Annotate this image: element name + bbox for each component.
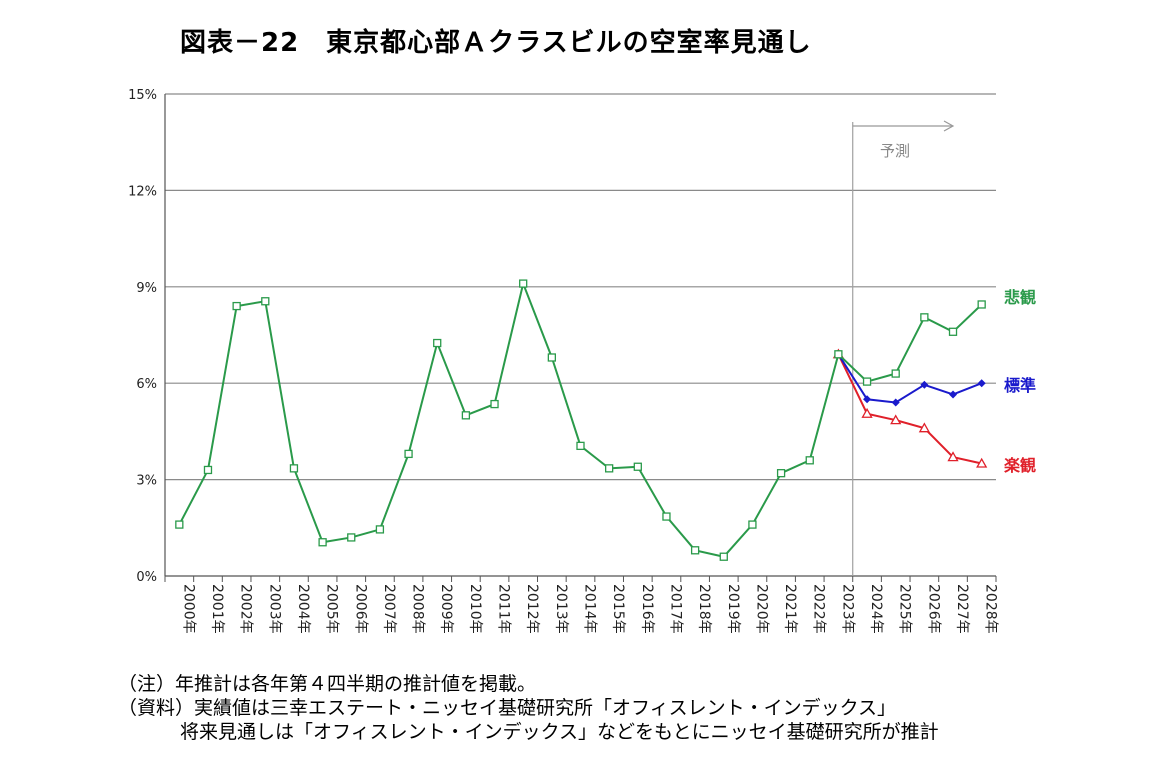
x-tick-label: 2017年 (667, 584, 683, 634)
data-point (461, 411, 471, 420)
data-point (920, 313, 929, 322)
forecast-label: 予測 (880, 142, 910, 160)
data-point (203, 465, 213, 475)
series-line (837, 353, 982, 465)
series-label: 標準 (1004, 376, 1036, 395)
data-point (605, 464, 614, 473)
x-tick-label: 2009年 (438, 584, 454, 634)
data-point (289, 464, 299, 473)
axes: 0% 3% 6% 9% 12% 15% 2000年 2001年 2002年 2003年 2004年 2… (128, 88, 999, 634)
note-line: （資料）実績値は三幸エステート・ニッセイ基礎研究所「オフィスレント・インデックス… (118, 697, 897, 719)
forecast-arrowhead (943, 120, 955, 132)
x-tick-label: 2007年 (381, 584, 397, 634)
data-point (977, 300, 986, 309)
x-tick-label: 2019年 (725, 584, 741, 634)
series-lines (175, 279, 988, 561)
x-tick-label: 2006年 (352, 584, 368, 634)
x-tick-label: 2001年 (209, 584, 225, 634)
data-point (690, 546, 700, 555)
data-point (947, 451, 959, 462)
notes: （注）年推計は各年第４四半期の推計値を掲載。 （資料）実績値は三幸エステート・ニ… (118, 672, 939, 744)
x-tick-label: 2010年 (467, 584, 483, 634)
data-point (920, 380, 929, 389)
data-point (347, 533, 356, 542)
series-2 (832, 348, 988, 468)
x-tick-label: 2005年 (324, 584, 340, 634)
x-tick-label: 2020年 (753, 584, 769, 634)
data-point (261, 297, 270, 306)
data-point (834, 350, 843, 359)
data-point (776, 469, 786, 478)
data-point (404, 449, 413, 459)
x-tick-label: 2004年 (295, 584, 311, 634)
data-point (433, 338, 442, 348)
data-point (547, 353, 556, 362)
x-tick-label: 2012年 (524, 584, 540, 634)
x-tick-label: 2008年 (410, 584, 426, 634)
x-tick-label: 2015年 (610, 584, 626, 634)
data-point (891, 369, 900, 378)
forecast-annotation: 予測 (852, 120, 955, 576)
data-point (891, 398, 900, 407)
x-tick-label: 2027年 (954, 584, 970, 634)
data-point (662, 512, 671, 521)
x-tick-label: 2013年 (553, 584, 569, 634)
x-tick-label: 2016年 (639, 584, 655, 634)
data-point (748, 520, 757, 529)
y-tick-label: 3% (136, 474, 157, 489)
x-tick-label: 2014年 (582, 584, 598, 634)
x-tick-label: 2021年 (782, 584, 798, 634)
x-tick-label: 2002年 (238, 584, 254, 634)
data-point (318, 538, 327, 547)
series-0 (175, 279, 986, 561)
data-point (519, 279, 528, 288)
x-tick-label: 2028年 (983, 584, 999, 634)
data-point (861, 407, 873, 418)
y-tick-label: 6% (136, 377, 157, 392)
data-point (175, 520, 184, 529)
y-tick-label: 0% (136, 570, 157, 585)
data-point (633, 462, 642, 471)
data-point (977, 379, 986, 388)
x-tick-label: 2011年 (496, 584, 512, 634)
data-point (805, 456, 814, 465)
x-tick-label: 2022年 (811, 584, 827, 634)
x-tick-label: 2026年 (925, 584, 941, 634)
data-point (490, 399, 499, 409)
y-tick-label: 12% (128, 184, 157, 199)
series-label: 悲観 (1004, 288, 1036, 307)
data-point (949, 390, 958, 399)
x-tick-label: 2024年 (868, 584, 884, 634)
x-tick-label: 2003年 (266, 584, 282, 634)
x-tick-label: 2023年 (839, 584, 855, 634)
data-point (862, 377, 872, 386)
data-point (375, 525, 385, 534)
note-line: 将来見通しは「オフィスレント・インデックス」などをもとにニッセイ基礎研究所が推計 (180, 721, 939, 743)
note-line: （注）年推計は各年第４四半期の推計値を掲載。 (118, 673, 537, 695)
gridlines (165, 93, 996, 481)
x-tick-label: 2025年 (897, 584, 913, 634)
data-point (719, 552, 728, 561)
series-line (837, 353, 983, 404)
series-label: 楽観 (1003, 456, 1036, 475)
data-point (232, 301, 241, 311)
data-point (976, 457, 988, 468)
data-point (863, 395, 872, 404)
x-tick-label: 2000年 (180, 584, 196, 634)
x-tick-label: 2018年 (696, 584, 712, 634)
y-tick-label: 15% (128, 88, 157, 103)
data-point (890, 414, 902, 425)
series-line (178, 280, 983, 558)
data-point (918, 422, 930, 433)
series-1 (834, 350, 986, 407)
y-tick-label: 9% (136, 281, 157, 296)
data-point (576, 441, 585, 451)
chart-canvas: 0% 3% 6% 9% 12% 15% 2000年 2001年 2002年 2003年 2004年 2… (128, 88, 1036, 634)
data-point (948, 327, 958, 336)
chart-title: 図表－22 東京都心部Ａクラスビルの空室率見通し (180, 28, 812, 58)
